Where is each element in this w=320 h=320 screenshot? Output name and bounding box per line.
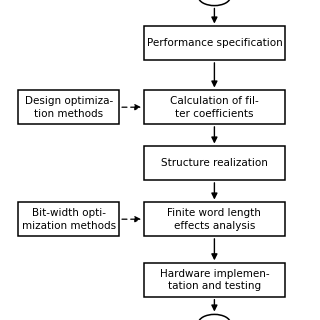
- Text: Hardware implemen-
tation and testing: Hardware implemen- tation and testing: [160, 268, 269, 292]
- Ellipse shape: [198, 314, 230, 320]
- Text: Structure realization: Structure realization: [161, 158, 268, 168]
- Ellipse shape: [198, 0, 230, 6]
- Text: Performance specification: Performance specification: [147, 38, 282, 48]
- Text: Design optimiza-
tion methods: Design optimiza- tion methods: [25, 96, 113, 119]
- Bar: [144, 263, 285, 297]
- Text: Calculation of fil-
ter coefficients: Calculation of fil- ter coefficients: [170, 96, 259, 119]
- Bar: [144, 90, 285, 124]
- Text: Bit-width opti-
mization methods: Bit-width opti- mization methods: [22, 208, 116, 231]
- Bar: [18, 203, 119, 236]
- Bar: [144, 26, 285, 60]
- Bar: [18, 90, 119, 124]
- Bar: [144, 203, 285, 236]
- Bar: [144, 147, 285, 180]
- Text: Finite word length
effects analysis: Finite word length effects analysis: [167, 208, 261, 231]
